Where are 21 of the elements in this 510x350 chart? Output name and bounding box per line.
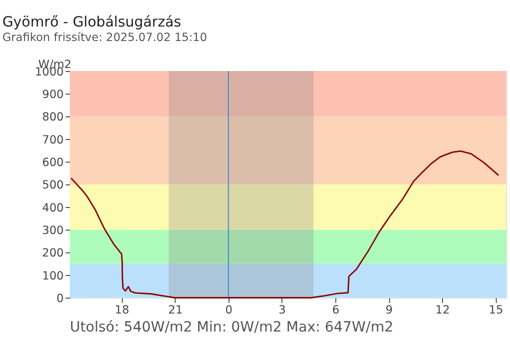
y-tick-label: 900 [42, 86, 64, 101]
x-tick-label: 9 [386, 302, 393, 316]
x-tick-label: 12 [435, 302, 450, 316]
y-tick-label: 600 [42, 154, 64, 169]
y-tick-label: 200 [42, 246, 64, 260]
y-tick-label: 300 [42, 222, 64, 237]
y-tick-label: 0 [56, 290, 64, 305]
x-tick-label: 3 [278, 302, 286, 316]
text: Utolsó: 540W/m2 Min: 0W/m2 Max: 647W/m2 [70, 320, 394, 336]
y-tick-label: 500 [42, 178, 64, 192]
x-tick-label: 21 [168, 302, 183, 316]
y-tick-label: 400 [42, 200, 64, 214]
y-tick-label: 800 [42, 110, 64, 124]
y-tick-label: 100 [42, 268, 64, 282]
x-tick-label: 6 [332, 302, 340, 316]
x-tick-label: 0 [225, 302, 232, 316]
y-tick-label: 700 [42, 132, 64, 146]
x-tick-label: 18 [114, 302, 130, 316]
chart-title: Gyömrő - Globálsugárzás [2, 14, 182, 31]
x-tick-label: 15 [488, 302, 504, 316]
chart-subtitle: Grafikon frissítve: 2025.07.02 15:10 [2, 30, 208, 44]
